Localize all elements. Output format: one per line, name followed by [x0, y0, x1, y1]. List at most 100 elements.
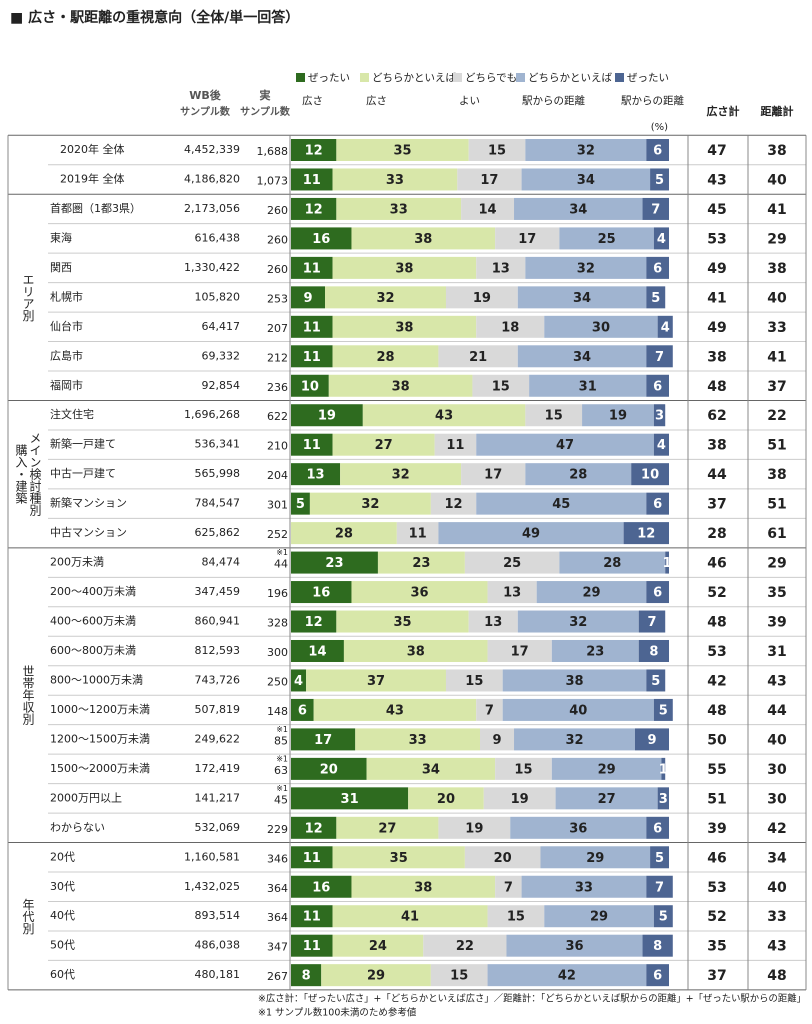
sample-header: サンプル数 [240, 105, 291, 118]
bar-label: 15 [545, 409, 563, 424]
total-value: 38 [767, 467, 786, 483]
row-label: 関西 [50, 261, 72, 274]
bar-segment [336, 139, 469, 161]
bar-label: 23 [412, 556, 430, 571]
sample: 347 [267, 941, 288, 954]
bar-label: 32 [392, 468, 410, 483]
total-value: 46 [707, 850, 726, 866]
bar-segment [461, 197, 515, 220]
legend-label: 駅からの距離 [621, 94, 684, 107]
wb-sample: 4,452,339 [184, 143, 240, 156]
wb-sample: 812,593 [195, 644, 241, 657]
total-value: 49 [707, 261, 726, 277]
bar-segment [540, 846, 651, 869]
wb-sample: 1,696,268 [184, 408, 240, 421]
bar-segment [464, 551, 560, 574]
legend-label: ぜったい [627, 72, 669, 84]
bar-segment [291, 875, 352, 898]
bar-segment [332, 256, 477, 279]
bar-label: 7 [651, 202, 660, 217]
bar-segment [332, 846, 465, 869]
bar-label: 38 [565, 674, 583, 689]
bar-label: 36 [569, 821, 587, 836]
bar-label: 7 [504, 880, 513, 895]
bar-segment [438, 522, 624, 545]
bar-label: 15 [450, 969, 468, 984]
bar-segment [657, 315, 673, 338]
chart-title: ■ 広さ・駅距離の重視意向（全体/単一回答） [10, 9, 299, 26]
bar-label: 19 [473, 291, 491, 306]
total-value: 39 [707, 821, 726, 837]
row-label: 1000～1200万未満 [50, 703, 150, 716]
bar-label: 36 [565, 939, 583, 954]
bar-segment [502, 698, 654, 721]
unit-label: (%) [651, 122, 668, 133]
bar-segment [336, 610, 469, 633]
bar-segment [445, 669, 503, 692]
wb-sample: 105,820 [195, 290, 241, 303]
bar-segment [506, 934, 643, 957]
bar-segment [472, 374, 530, 397]
legend-label: どちらかといえば [372, 72, 456, 84]
bar-label: 6 [653, 497, 662, 512]
bar-label: 34 [422, 762, 440, 777]
bar-label: 47 [556, 438, 574, 453]
group-label: 年代別 [21, 898, 35, 935]
bar-label: 10 [641, 468, 659, 483]
wb-sample: 84,474 [202, 556, 241, 569]
total-value: 33 [767, 909, 786, 925]
bar-label: 8 [649, 644, 658, 659]
bar-label: 12 [305, 144, 323, 159]
bar-label: 19 [511, 792, 529, 807]
bar-segment [438, 345, 518, 368]
bar-segment [582, 404, 654, 427]
bar-segment [646, 669, 666, 692]
wb-sample: 69,332 [202, 349, 241, 362]
sample: 85 [274, 734, 288, 747]
bar-segment [476, 698, 503, 721]
bar-label: 42 [558, 969, 576, 984]
total-value: 48 [707, 379, 726, 395]
bar-label: 6 [298, 703, 307, 718]
bar-segment [517, 286, 647, 309]
bar-segment [502, 669, 647, 692]
bar-segment [646, 256, 669, 279]
row-label: 中古マンション [50, 526, 127, 539]
bar-segment [476, 256, 526, 279]
bar-segment [525, 404, 583, 427]
bar-segment [646, 492, 669, 515]
wb-sample: 480,181 [195, 968, 241, 981]
row-label: 札幌市 [50, 289, 83, 303]
row-label: 新築一戸建て [50, 437, 116, 451]
bar-segment [525, 139, 647, 161]
bar-segment [665, 551, 669, 574]
bar-segment [291, 934, 333, 957]
sample: 148 [267, 705, 288, 718]
bar-segment [634, 728, 669, 751]
bar-label: 33 [575, 880, 593, 895]
bar-label: 43 [435, 409, 453, 424]
bar-label: 8 [302, 969, 311, 984]
sample: 260 [267, 204, 288, 217]
total-value: 35 [767, 585, 786, 601]
total-value: 29 [767, 231, 786, 247]
bar-label: 35 [390, 851, 408, 866]
bar-segment [646, 139, 669, 161]
total-value: 45 [707, 202, 726, 218]
bar-segment [332, 433, 435, 456]
wb-sample: 565,998 [195, 467, 241, 480]
bar-segment [646, 286, 666, 309]
bar-segment [476, 492, 647, 515]
bar-label: 15 [507, 910, 525, 925]
bar-segment [291, 964, 322, 987]
bar-label: 34 [569, 202, 587, 217]
sample: 63 [274, 764, 288, 777]
wb-sample: 2,173,056 [184, 202, 240, 215]
bar-segment [291, 286, 326, 309]
bar-label: 11 [303, 320, 321, 335]
bar-segment [476, 433, 654, 456]
bar-label: 16 [312, 880, 330, 895]
wb-sample: 141,217 [195, 791, 241, 804]
bar-segment [551, 757, 662, 780]
row-label: 注文住宅 [50, 407, 94, 421]
